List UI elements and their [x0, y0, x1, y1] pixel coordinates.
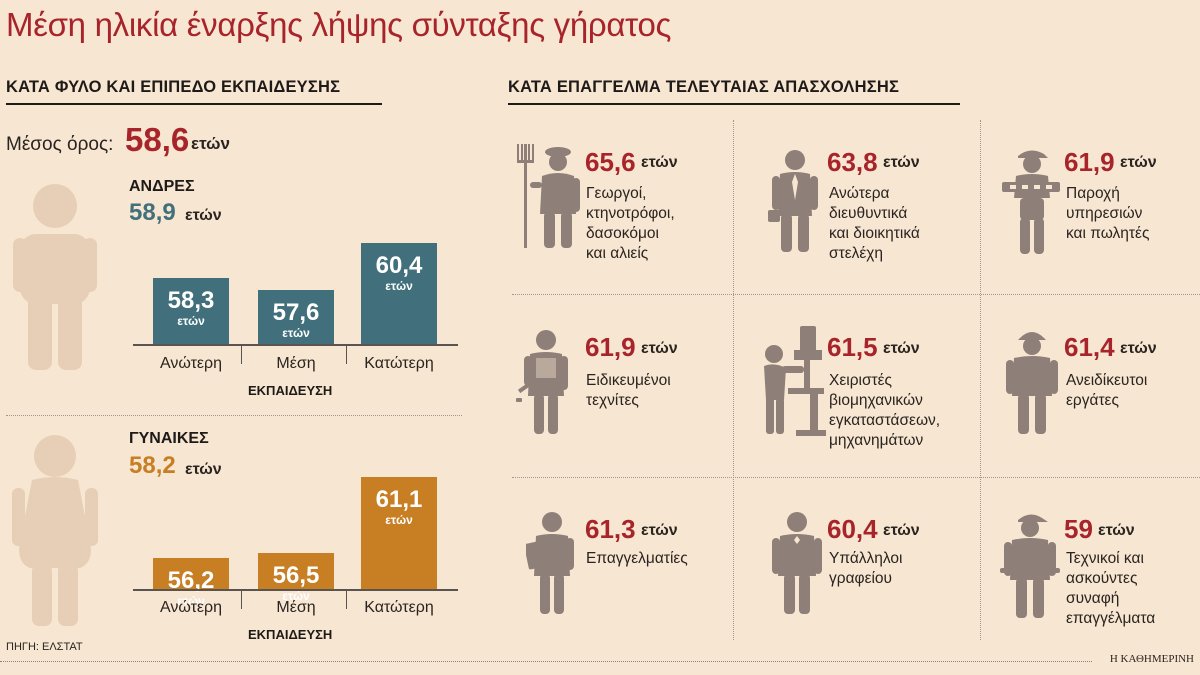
women-average-value: 58,2 [129, 452, 176, 479]
bar-unit-label: ετών [177, 314, 205, 328]
page-title: Μέση ηλικία έναρξης λήψης σύνταξης γήρατ… [6, 6, 672, 43]
men-bar-lower: 60,4 ετών [361, 243, 437, 344]
women-bar-higher: 56,2 ετών [153, 558, 229, 608]
men-category-label: Κατώτερη [364, 355, 434, 372]
occupation-value: 61,3 [585, 514, 636, 544]
women-average-unit: ετών [185, 461, 222, 478]
waiter-icon [1002, 146, 1060, 254]
occupation-unit: ετών [641, 154, 678, 171]
men-label: ΑΝΔΡΕΣ [129, 178, 195, 195]
women-tick [346, 589, 347, 609]
occupation-unit: ετών [641, 340, 678, 357]
technician-icon [1000, 510, 1060, 618]
bar-unit-label: ετών [385, 279, 413, 293]
bar-unit-label: ετών [282, 589, 310, 603]
men-tick [241, 344, 242, 364]
men-bar-higher: 58,3 ετών [153, 278, 229, 344]
grid-divider [733, 120, 734, 640]
occupation-unit: ετών [641, 522, 678, 539]
professional-icon [526, 510, 580, 614]
women-category-label: Κατώτερη [364, 599, 434, 616]
occupation-label: Γεωργοί, κτηνοτρόφοι, δασοκόμοι και αλιε… [586, 185, 675, 262]
bar-unit-label: ετών [385, 513, 413, 527]
occupation-value: 61,4 [1064, 332, 1115, 362]
bar-unit-label: ετών [282, 326, 310, 340]
source-note: ΠΗΓΗ: ΕΛΣΤΑΤ [6, 641, 83, 653]
women-axis-title: ΕΚΠΑΙΔΕΥΣΗ [248, 627, 333, 642]
bar-value-label: 61,1 [375, 486, 423, 513]
occupation-label: Υπάλληλοι γραφείου [829, 550, 903, 587]
occupation-value: 65,6 [585, 147, 636, 177]
farmer-icon [516, 140, 582, 252]
women-category-label: Ανώτερη [159, 599, 223, 616]
grid-divider [512, 294, 1200, 295]
bar-value-label: 57,6 [272, 299, 320, 326]
men-average-value: 58,9 [129, 199, 176, 226]
executive-icon [768, 148, 818, 252]
occupation-unit: ετών [1120, 340, 1157, 357]
craftsman-icon [516, 328, 576, 436]
occupation-label: Τεχνικοί και ασκούντες συναφή επαγγέλματ… [1066, 550, 1156, 627]
bar-value-label: 60,4 [375, 252, 423, 279]
occupation-label: Παροχή υπηρεσιών και πωλητές [1066, 185, 1150, 242]
occupation-value: 61,9 [585, 332, 636, 362]
right-section-heading: ΚΑΤΑ ΕΠΑΓΓΕΛΜΑ ΤΕΛΕΥΤΑΙΑΣ ΑΠΑΣΧΟΛΗΣΗΣ [508, 78, 960, 105]
footer-divider [0, 661, 1092, 662]
man-figure-icon [10, 182, 100, 372]
grid-divider [512, 477, 1200, 478]
bar-unit-label: ετών [177, 594, 205, 608]
grid-divider [980, 120, 981, 640]
men-category-label: Ανώτερη [159, 355, 223, 372]
worker-helmet-icon [1006, 326, 1058, 434]
average-unit: ετών [191, 134, 230, 153]
occupation-value: 60,4 [827, 514, 878, 544]
occupation-unit: ετών [883, 522, 920, 539]
occupation-label: Ανειδίκευτοι εργάτες [1066, 372, 1148, 409]
men-tick [346, 344, 347, 364]
occupation-value: 63,8 [827, 147, 878, 177]
women-tick [241, 589, 242, 609]
average-value: 58,6 [125, 121, 190, 158]
women-label: ΓΥΝΑΙΚΕΣ [129, 430, 209, 447]
occupation-label: Επαγγελματίες [586, 550, 688, 567]
occupation-label: Χειριστές βιομηχανικών εγκαταστάσεων, μη… [829, 372, 941, 449]
men-baseline [133, 344, 458, 346]
women-baseline [133, 589, 458, 591]
left-section-heading: ΚΑΤΑ ΦΥΛΟ ΚΑΙ ΕΠΙΠΕΔΟ ΕΚΠΑΙΔΕΥΣΗΣ [6, 78, 382, 105]
men-bar-secondary: 57,6 ετών [258, 290, 334, 344]
occupation-label: Ανώτερα διευθυντικά και διοικητικά στελέ… [829, 185, 920, 262]
bar-value-label: 56,5 [272, 562, 320, 589]
occupation-unit: ετών [883, 154, 920, 171]
average-label: Μέσος όρος: [6, 134, 114, 155]
machine-operator-icon [760, 326, 826, 436]
occupation-label: Ειδικευμένοι τεχνίτες [586, 372, 671, 409]
occupation-unit: ετών [1098, 522, 1135, 539]
occupation-unit: ετών [1120, 154, 1157, 171]
men-category-label: Μέση [276, 355, 316, 372]
woman-figure-icon [10, 432, 100, 632]
clerk-icon [772, 510, 822, 614]
women-category-label: Μέση [276, 599, 316, 616]
men-average-unit: ετών [185, 207, 222, 224]
occupation-unit: ετών [883, 340, 920, 357]
occupation-value: 61,5 [827, 332, 878, 362]
occupation-value: 59 [1064, 514, 1093, 544]
occupation-value: 61,9 [1064, 147, 1115, 177]
women-bar-lower: 61,1 ετών [361, 477, 437, 589]
men-axis-title: ΕΚΠΑΙΔΕΥΣΗ [248, 383, 333, 398]
section-divider [6, 415, 462, 416]
women-bar-secondary: 56,5 ετών [258, 553, 334, 603]
bar-value-label: 58,3 [167, 287, 215, 314]
brand-logo: Η ΚΑΘΗΜΕΡΙΝΗ [1109, 653, 1194, 665]
